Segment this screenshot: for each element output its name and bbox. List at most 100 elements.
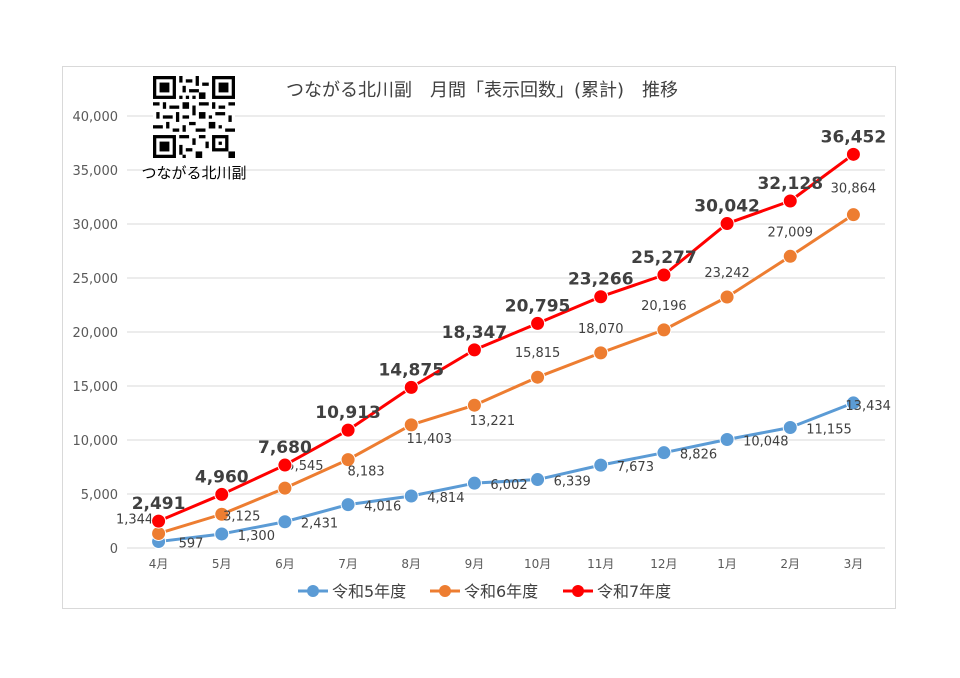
data-label: 6,002: [490, 478, 527, 493]
data-point[interactable]: [593, 457, 609, 473]
x-tick-label: 8月: [401, 557, 421, 571]
data-label: 3,125: [223, 509, 260, 524]
data-label: 1,344: [116, 512, 153, 527]
data-label: 14,875: [378, 360, 444, 380]
x-tick-label: 10月: [524, 557, 551, 571]
data-label: 5,545: [286, 459, 323, 474]
x-tick-label: 1月: [717, 557, 737, 571]
data-label: 2,491: [132, 494, 186, 514]
data-label: 10,913: [315, 403, 381, 423]
x-tick-label: 7月: [338, 557, 358, 571]
data-label: 8,183: [347, 465, 384, 480]
data-point[interactable]: [719, 289, 735, 305]
data-label: 32,128: [757, 174, 823, 194]
data-point[interactable]: [593, 289, 609, 305]
data-label: 23,266: [568, 270, 634, 290]
data-label: 7,673: [617, 460, 654, 475]
data-label: 597: [179, 537, 204, 552]
data-label: 1,300: [238, 529, 275, 544]
legend-item[interactable]: 令和6年度: [430, 582, 538, 601]
data-point[interactable]: [214, 486, 230, 502]
data-label: 13,434: [845, 399, 891, 414]
data-point[interactable]: [782, 193, 798, 209]
qr-code-icon[interactable]: [153, 76, 235, 158]
data-point[interactable]: [530, 472, 546, 488]
data-point[interactable]: [151, 513, 167, 529]
series-令和5年度: 597 1,300 2,431 4,016 4,814 6,002 6,339 7,673 8,…: [151, 395, 891, 552]
data-point[interactable]: [403, 379, 419, 395]
data-label: 36,452: [821, 127, 887, 147]
y-tick-label: 25,000: [73, 272, 119, 287]
y-tick-label: 0: [110, 542, 118, 557]
y-tick-label: 30,000: [73, 218, 119, 233]
data-point[interactable]: [530, 315, 546, 331]
legend: 令和5年度 令和6年度 令和7年度: [298, 582, 671, 601]
data-label: 30,042: [694, 197, 760, 217]
data-point[interactable]: [277, 457, 293, 473]
data-point[interactable]: [656, 322, 672, 338]
data-point[interactable]: [466, 397, 482, 413]
series-line: [158, 213, 855, 535]
legend-marker: [439, 585, 451, 597]
data-point[interactable]: [656, 445, 672, 461]
data-point[interactable]: [277, 480, 293, 496]
data-point[interactable]: [530, 369, 546, 385]
data-point[interactable]: [403, 417, 419, 433]
data-label: 11,155: [806, 423, 852, 438]
data-label: 6,339: [554, 475, 591, 490]
data-point[interactable]: [719, 431, 735, 447]
legend-item[interactable]: 令和5年度: [298, 582, 406, 601]
data-point[interactable]: [214, 506, 230, 522]
x-tick-label: 11月: [587, 557, 614, 571]
series-line: [158, 401, 854, 544]
y-tick-label: 35,000: [73, 164, 119, 179]
data-point[interactable]: [340, 497, 356, 513]
data-label: 30,864: [831, 182, 877, 197]
chart-area: [62, 66, 896, 609]
data-label: 18,070: [578, 322, 624, 337]
data-label: 18,347: [442, 323, 508, 343]
data-point[interactable]: [845, 146, 861, 162]
data-point[interactable]: [782, 248, 798, 264]
y-tick-label: 40,000: [73, 110, 119, 125]
legend-item[interactable]: 令和7年度: [563, 582, 671, 601]
qr-caption: つながる北川副: [141, 164, 247, 182]
x-tick-label: 4月: [149, 557, 169, 571]
data-label: 11,403: [407, 432, 453, 447]
series-令和6年度: 1,344 3,125 5,545 8,183 11,403 13,221 15,815 18…: [116, 182, 876, 541]
data-point[interactable]: [782, 420, 798, 436]
data-point[interactable]: [719, 216, 735, 232]
x-tick-label: 5月: [212, 557, 232, 571]
legend-marker: [572, 585, 584, 597]
data-point[interactable]: [466, 342, 482, 358]
data-label: 23,242: [704, 266, 750, 281]
data-point[interactable]: [340, 452, 356, 468]
x-tick-label: 12月: [650, 557, 677, 571]
y-tick-label: 10,000: [73, 434, 119, 449]
data-label: 15,815: [515, 346, 561, 361]
x-tick-label: 3月: [844, 557, 864, 571]
data-point[interactable]: [845, 207, 861, 223]
gridlines: [127, 115, 885, 549]
data-point[interactable]: [403, 488, 419, 504]
data-label: 8,826: [680, 448, 717, 463]
data-point[interactable]: [845, 395, 861, 411]
data-label: 13,221: [470, 414, 516, 429]
data-label: 20,196: [641, 299, 687, 314]
data-point[interactable]: [277, 514, 293, 530]
data-label: 4,960: [195, 467, 249, 487]
data-point[interactable]: [466, 475, 482, 491]
x-tick-label: 9月: [465, 557, 485, 571]
data-point[interactable]: [593, 345, 609, 361]
series-layer: 597 1,300 2,431 4,016 4,814 6,002 6,339 7,673 8,…: [116, 127, 891, 551]
legend-marker: [307, 585, 319, 597]
x-tick-label: 2月: [780, 557, 800, 571]
legend-label: 令和7年度: [597, 582, 671, 601]
legend-label: 令和6年度: [464, 582, 538, 601]
y-axis: 0 5,000 10,000 15,000 20,000 25,000 30,000 35,0…: [73, 110, 119, 557]
data-point[interactable]: [214, 526, 230, 542]
data-point[interactable]: [340, 422, 356, 438]
data-point[interactable]: [656, 267, 672, 283]
data-label: 10,048: [743, 434, 789, 449]
